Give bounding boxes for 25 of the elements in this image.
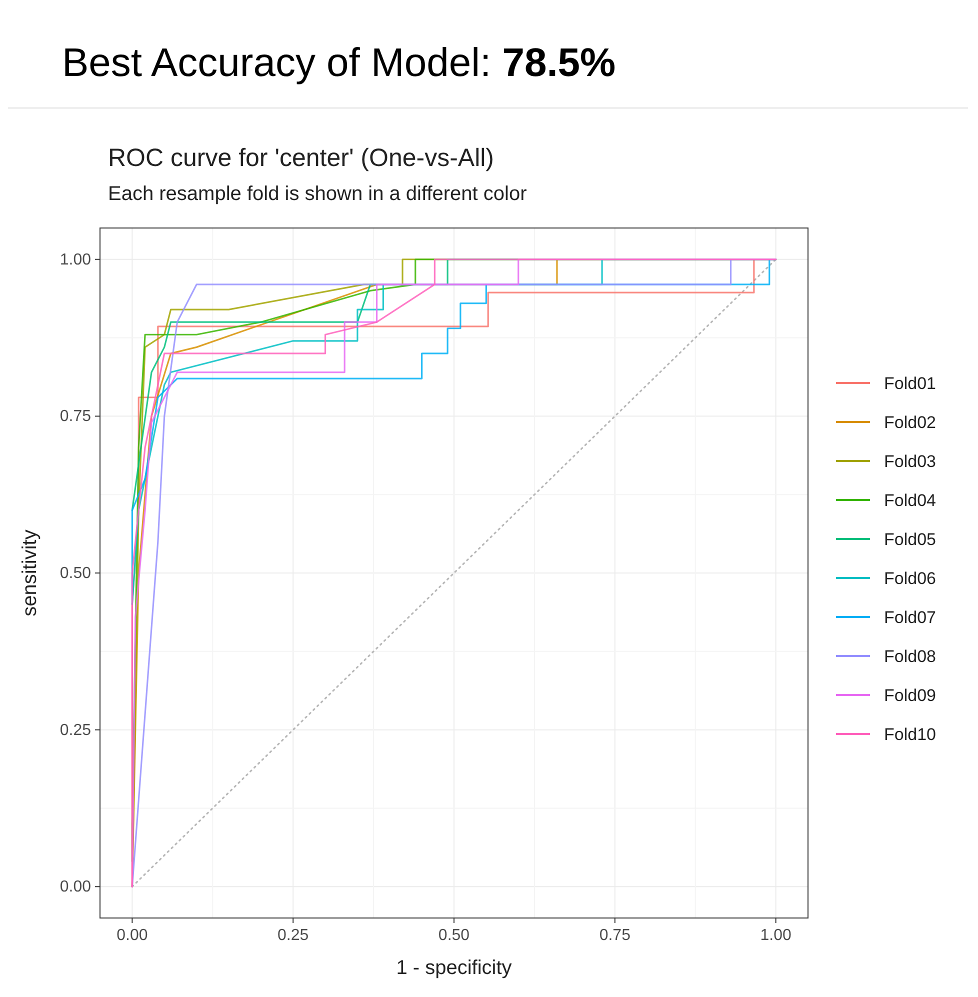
legend-label: Fold02 — [884, 413, 936, 432]
legend-label: Fold09 — [884, 686, 936, 705]
y-tick-label: 0.25 — [60, 722, 92, 739]
x-tick-label: 1.00 — [760, 927, 792, 944]
chart-subtitle: Each resample fold is shown in a different color — [108, 183, 528, 205]
legend-label: Fold07 — [884, 608, 936, 627]
x-tick-label: 0.00 — [116, 927, 148, 944]
y-tick-label: 0.50 — [60, 565, 92, 582]
chart-title: ROC curve for 'center' (One-vs-All) — [108, 144, 494, 172]
y-tick-label: 0.75 — [60, 408, 92, 426]
legend-label: Fold06 — [884, 569, 936, 588]
legend-label: Fold05 — [884, 530, 936, 549]
legend-label: Fold08 — [884, 647, 936, 666]
y-tick-label: 1.00 — [60, 251, 92, 268]
x-axis-title: 1 - specificity — [396, 957, 512, 979]
legend-label: Fold10 — [884, 725, 936, 744]
text: Best Accuracy of Model: 78.5% — [62, 41, 616, 85]
legend-label: Fold04 — [884, 491, 936, 510]
x-tick-label: 0.25 — [278, 927, 309, 944]
legend-label: Fold01 — [884, 374, 936, 393]
x-tick-label: 0.75 — [599, 927, 631, 944]
y-axis-title: sensitivity — [19, 530, 41, 616]
y-tick-label: 0.00 — [60, 878, 92, 896]
x-tick-label: 0.50 — [438, 927, 470, 944]
legend-label: Fold03 — [884, 452, 936, 471]
